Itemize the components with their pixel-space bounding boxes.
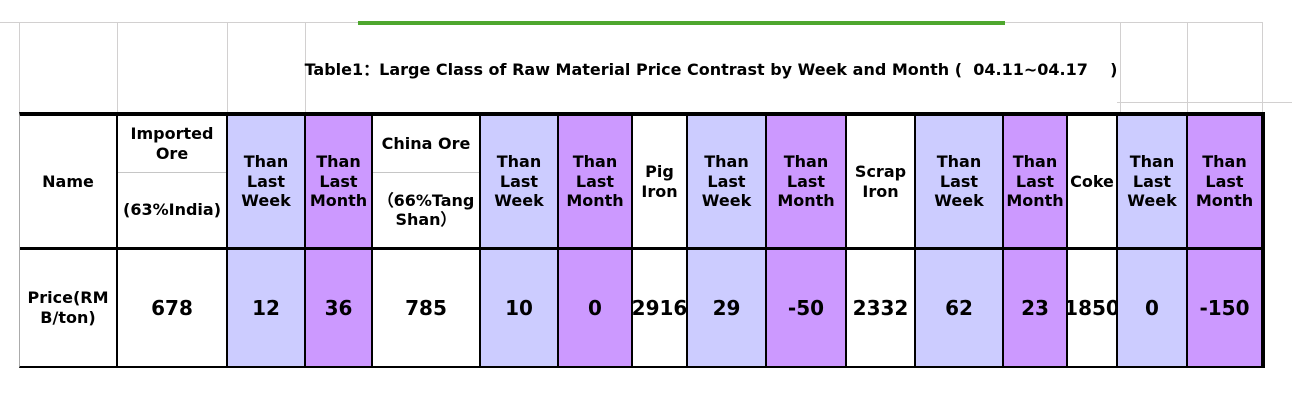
header-imported-ore-cell[interactable]: Imported Ore (63%India) (118, 116, 228, 250)
header-than-last-week-5[interactable]: Than Last Week (1118, 116, 1188, 250)
gridline-vertical-b (117, 23, 118, 112)
header-name-label: Name (42, 171, 94, 191)
gridline-vertical-g (1262, 23, 1263, 112)
header-china-ore-title: China Ore (373, 116, 479, 173)
value-pig-iron-price[interactable]: 2916 (633, 250, 688, 366)
header-china-ore-spec: （66%TangShan） (377, 190, 475, 229)
header-than-last-month-4[interactable]: Than Last Month (1004, 116, 1068, 250)
header-imported-ore-title: Imported Ore (118, 116, 226, 173)
header-than-last-week-2[interactable]: Than Last Week (481, 116, 559, 250)
header-than-last-month-1[interactable]: Than Last Month (306, 116, 373, 250)
value-scrap-iron-price[interactable]: 2332 (847, 250, 916, 366)
value-china-ore-week[interactable]: 10 (481, 250, 559, 366)
header-than-last-week-4[interactable]: Than Last Week (916, 116, 1004, 250)
green-accent-line (358, 21, 1005, 25)
header-than-last-month-5[interactable]: Than Last Month (1188, 116, 1261, 250)
header-than-last-month-3[interactable]: Than Last Month (767, 116, 847, 250)
value-coke-month[interactable]: -150 (1188, 250, 1261, 366)
table-title: Table1：Large Class of Raw Material Price… (304, 59, 1118, 79)
header-than-last-month-2[interactable]: Than Last Month (559, 116, 633, 250)
header-than-last-week-3[interactable]: Than Last Week (688, 116, 767, 250)
gridline-vertical-a (19, 23, 20, 112)
header-than-last-week-1[interactable]: Than Last Week (228, 116, 306, 250)
gridline-vertical-d (305, 23, 306, 112)
value-pig-iron-month[interactable]: -50 (767, 250, 847, 366)
value-pig-iron-week[interactable]: 29 (688, 250, 767, 366)
gridline-vertical-c (227, 23, 228, 112)
value-scrap-iron-week[interactable]: 62 (916, 250, 1004, 366)
value-imported-ore-price[interactable]: 678 (118, 250, 228, 366)
price-table: Name Imported Ore (63%India) Than Last W… (19, 112, 1265, 368)
row-label-price[interactable]: Price(RMB/ton) (20, 250, 118, 366)
value-coke-price[interactable]: 1850 (1068, 250, 1118, 366)
header-imported-ore-spec: (63%India) (123, 200, 221, 220)
header-name-cell[interactable]: Name (20, 116, 118, 250)
gridline-vertical-f (1187, 23, 1188, 112)
value-scrap-iron-month[interactable]: 23 (1004, 250, 1068, 366)
value-china-ore-price[interactable]: 785 (373, 250, 481, 366)
header-china-ore-cell[interactable]: China Ore （66%TangShan） (373, 116, 481, 250)
header-coke-cell[interactable]: Coke (1068, 116, 1118, 250)
header-scrap-iron-cell[interactable]: Scrap Iron (847, 116, 916, 250)
gridline-horizontal-right (1117, 102, 1292, 103)
value-imported-ore-week[interactable]: 12 (228, 250, 306, 366)
gridline-vertical-e (1120, 23, 1121, 112)
value-china-ore-month[interactable]: 0 (559, 250, 633, 366)
value-coke-week[interactable]: 0 (1118, 250, 1188, 366)
header-pig-iron-cell[interactable]: Pig Iron (633, 116, 688, 250)
value-imported-ore-month[interactable]: 36 (306, 250, 373, 366)
